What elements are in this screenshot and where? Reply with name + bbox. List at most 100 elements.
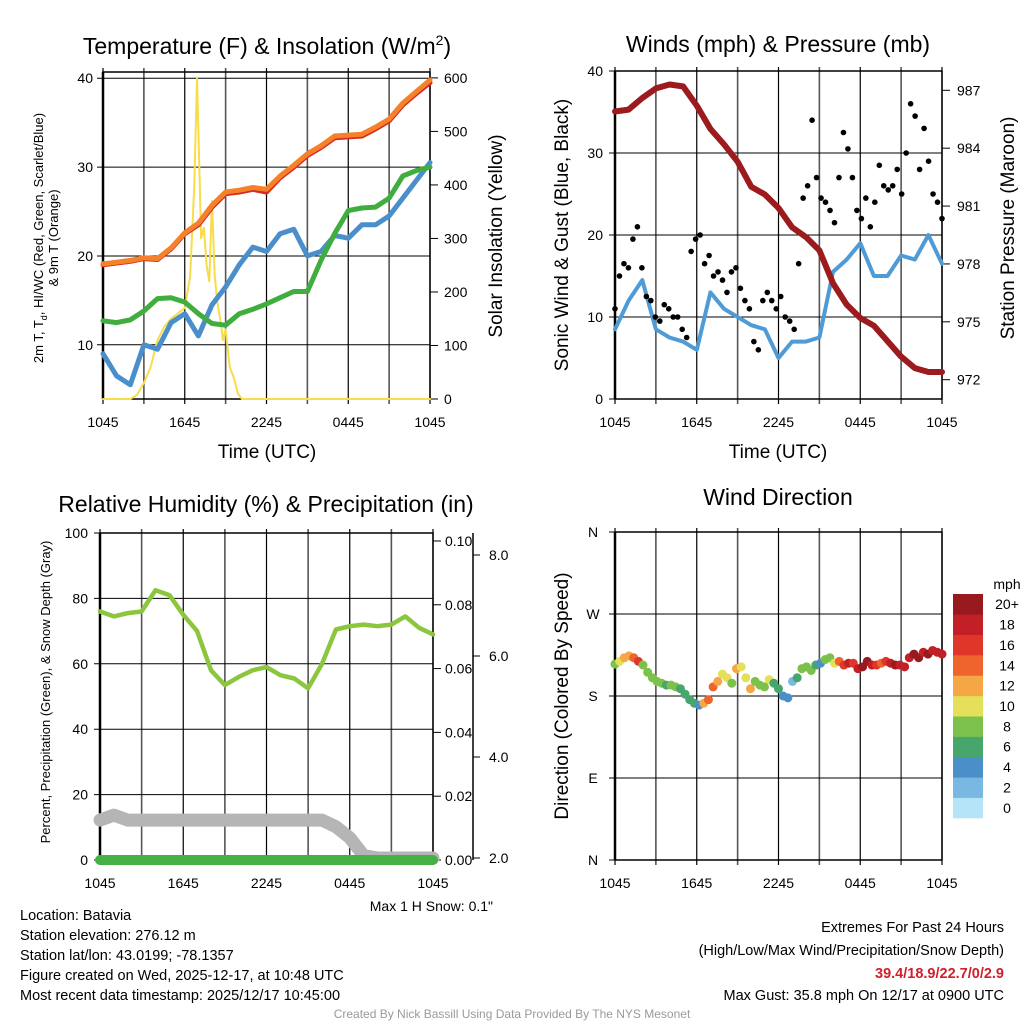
y-axis-label: Sonic Wind & Gust (Blue, Black)	[552, 99, 573, 371]
wind-direction-point	[759, 682, 769, 692]
gust-point	[724, 289, 730, 296]
y3-tick-label: 2.0	[489, 850, 509, 866]
wind-direction-point	[774, 684, 783, 694]
gust-point	[903, 150, 909, 156]
gust-point	[656, 318, 663, 324]
gust-point	[710, 273, 717, 279]
x-tick-label: 2245	[763, 875, 794, 891]
x-tick-label: 1045	[84, 875, 115, 891]
gust-point	[773, 306, 780, 312]
chart-title: Wind Direction	[703, 484, 853, 510]
insolation-line	[102, 76, 431, 400]
gust-point	[813, 174, 820, 181]
x-axis-label: Time (UTC)	[218, 442, 317, 463]
extremes-subtitle: (High/Low/Max Wind/Precipitation/Snow De…	[698, 943, 1004, 959]
y-tick-label: 30	[587, 145, 603, 161]
y2-tick-label: 987	[957, 82, 981, 98]
y-tick-label: 10	[77, 337, 93, 353]
colorbar-label: 4	[1003, 759, 1011, 775]
y2-tick-label: 200	[444, 284, 468, 300]
wind-direction-point	[937, 649, 947, 659]
max-snow-annotation: Max 1 H Snow: 0.1"	[370, 898, 493, 914]
gust-point	[827, 207, 833, 214]
credit-text: Created By Nick Bassill Using Data Provi…	[333, 1007, 691, 1021]
colorbar-label: 8	[1003, 718, 1011, 734]
colorbar-label: 10	[999, 698, 1015, 714]
gust-point	[697, 232, 703, 238]
colorbar-label: 6	[1003, 739, 1011, 755]
gust-point	[867, 224, 874, 230]
gust-point	[845, 146, 851, 152]
colorbar-label: 16	[999, 637, 1015, 653]
y3-tick-label: 6.0	[489, 648, 509, 664]
gust-point	[639, 265, 645, 271]
elevation-text: Station elevation: 276.12 m	[20, 928, 196, 944]
gust-point	[885, 187, 892, 193]
recent-data-text: Most recent data timestamp: 2025/12/17 1…	[20, 988, 341, 1004]
gust-point	[764, 289, 771, 296]
wind-direction-point	[703, 695, 713, 705]
colorbar-swatch	[953, 594, 983, 615]
gust-point	[648, 297, 654, 304]
gust-point	[925, 158, 932, 164]
gust-point	[804, 183, 811, 189]
title-superscript: 2	[436, 32, 444, 48]
wind-direction-point	[638, 660, 648, 670]
y-tick-label: 30	[77, 159, 93, 175]
y2-tick-label: 100	[444, 337, 468, 353]
x-tick-label: 1645	[681, 875, 712, 891]
x-tick-label: 1045	[87, 414, 118, 430]
gust-point	[930, 191, 936, 197]
y2-tick-label: 400	[444, 177, 468, 193]
y-tick-label: 20	[72, 787, 88, 803]
gust-point	[670, 314, 677, 320]
pressure-line	[612, 81, 945, 375]
y-label-part: , HI/WC (Red, Green, Scarlet/Blue)	[31, 113, 46, 315]
chart-title: Relative Humidity (%) & Precipitation (i…	[58, 491, 473, 517]
colorbar-swatch	[953, 695, 983, 717]
gust-point	[768, 297, 775, 304]
y2-tick-label: 0.02	[445, 788, 472, 804]
y2-tick-label: 600	[444, 70, 468, 86]
gust-point	[898, 191, 905, 197]
x-tick-label: 1045	[417, 875, 448, 891]
gust-point	[818, 195, 824, 201]
gust-point	[795, 260, 802, 267]
colorbar-swatch	[953, 777, 983, 798]
colorbar-swatch	[953, 614, 983, 636]
y2-tick-label: 0.08	[445, 597, 472, 613]
gust-point	[652, 314, 659, 320]
y2-tick-label: 0.10	[445, 533, 472, 549]
x-axis-label: Time (UTC)	[729, 442, 828, 463]
chart-title: Temperature (F) & Insolation (W/m2)	[83, 32, 451, 59]
x-tick-label: 1645	[681, 414, 712, 430]
gust-point	[863, 195, 869, 201]
y-axis-label-line2: & 9m T (Orange)	[46, 189, 61, 286]
gust-point	[836, 174, 842, 181]
x-tick-label: 1645	[169, 414, 200, 430]
y-axis-label: Direction (Colored By Speed)	[552, 572, 573, 819]
x-tick-label: 2245	[763, 414, 794, 430]
y2-tick-label: 981	[957, 198, 981, 214]
gust-point	[728, 269, 735, 275]
gust-point	[809, 117, 815, 123]
gust-point	[934, 199, 941, 205]
y2-tick-label: 984	[957, 140, 981, 156]
y-axis-label: 2m T, Td, HI/WC (Red, Green, Scarlet/Blu…	[31, 113, 49, 363]
gust-point	[921, 125, 927, 132]
x-tick-label: 1045	[414, 414, 445, 430]
gust-point	[733, 265, 739, 271]
colorbar-title: mph	[993, 576, 1020, 592]
location-text: Location: Batavia	[20, 908, 132, 924]
gust-point	[715, 269, 721, 275]
gust-point	[674, 314, 681, 320]
series-line-9m-temperature	[100, 77, 433, 267]
gust-point	[621, 260, 627, 267]
latlon-text: Station lat/lon: 43.0199; -78.1357	[20, 948, 234, 964]
series-line-wind-chill	[100, 160, 433, 388]
wind-direction-point	[727, 678, 737, 688]
y2-axis-label: Station Pressure (Maroon)	[998, 117, 1019, 340]
gust-point	[630, 236, 636, 242]
wind-direction-point	[736, 662, 746, 672]
gust-point	[894, 166, 901, 173]
